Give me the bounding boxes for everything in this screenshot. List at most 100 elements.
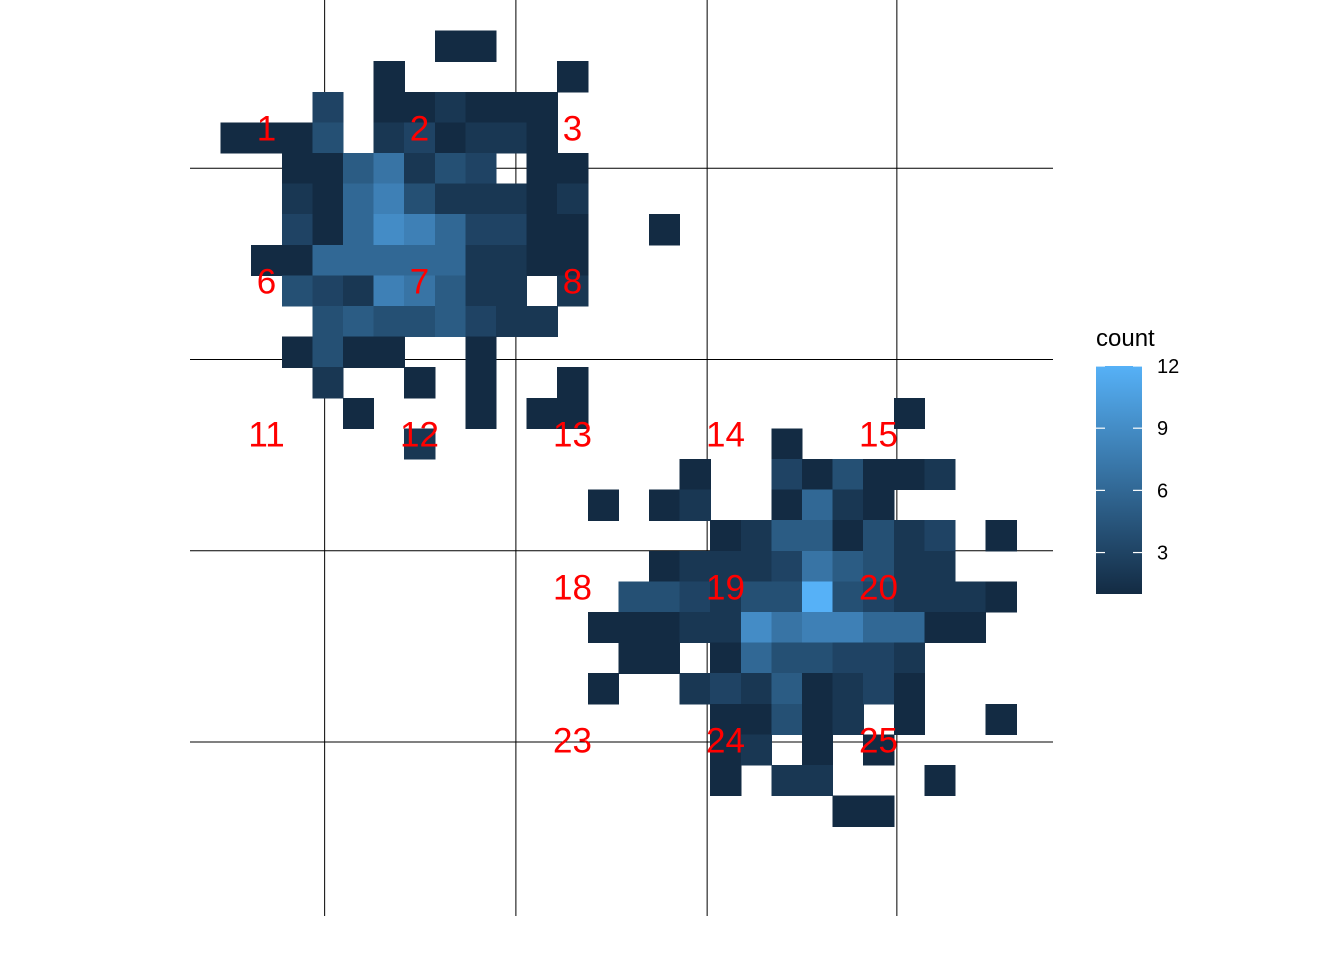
heatmap-cell — [802, 550, 834, 582]
heatmap-cell — [404, 367, 436, 399]
heatmap-cell — [557, 397, 589, 429]
cell-number-label: 7 — [410, 263, 429, 302]
heatmap-cell — [863, 581, 895, 613]
cell-number-label: 12 — [400, 416, 439, 455]
heatmap-cell — [312, 244, 344, 276]
heatmap-cell — [312, 183, 344, 215]
heatmap-cell — [343, 153, 375, 185]
heatmap-cell — [373, 153, 405, 185]
heatmap-cell — [771, 612, 803, 644]
heatmap-cell — [404, 153, 436, 185]
heatmap-cell — [465, 397, 497, 429]
heatmap-cell — [740, 734, 772, 766]
heatmap-cell — [343, 244, 375, 276]
heatmap-cell — [893, 642, 925, 674]
heatmap-cell — [679, 459, 711, 491]
cell-number-label: 3 — [563, 110, 582, 149]
legend-tick-label: 6 — [1157, 480, 1168, 502]
heatmap-cell — [924, 520, 956, 552]
heatmap-cell — [281, 244, 313, 276]
heatmap-cell — [863, 612, 895, 644]
heatmap-cell — [740, 612, 772, 644]
heatmap-cell — [496, 214, 528, 246]
heatmap-cell — [863, 642, 895, 674]
heatmap-cell — [771, 642, 803, 674]
heatmap-cell — [924, 612, 956, 644]
heatmap-cells — [220, 30, 1017, 827]
heatmap-cell — [618, 612, 650, 644]
heatmap-cell — [526, 183, 558, 215]
heatmap-cell — [771, 581, 803, 613]
heatmap-cell — [373, 336, 405, 368]
legend-tick-label: 9 — [1157, 418, 1168, 440]
heatmap-cell — [434, 275, 466, 307]
heatmap-cell — [373, 183, 405, 215]
heatmap-cell — [710, 520, 742, 552]
heatmap-cell — [557, 183, 589, 215]
heatmap-cell — [740, 550, 772, 582]
heatmap-cell — [465, 153, 497, 185]
heatmap-cell — [832, 642, 864, 674]
heatmap-cell — [496, 306, 528, 338]
heatmap-cell — [955, 581, 987, 613]
cell-number-label: 8 — [563, 263, 582, 302]
cell-number-label: 6 — [257, 263, 276, 302]
cell-number-label: 1 — [257, 110, 276, 149]
heatmap-cell — [465, 367, 497, 399]
heatmap-cell — [557, 367, 589, 399]
heatmap-cell — [649, 550, 681, 582]
heatmap-cell — [496, 275, 528, 307]
heatmap-cell — [404, 122, 436, 154]
heatmap-cell — [863, 550, 895, 582]
heatmap-cell — [465, 306, 497, 338]
heatmap-cell — [924, 459, 956, 491]
heatmap-cell — [649, 581, 681, 613]
heatmap-cell — [649, 489, 681, 521]
heatmap-cell — [251, 122, 283, 154]
heatmap-cell — [710, 765, 742, 797]
heatmap-cell — [281, 336, 313, 368]
legend-tick-label: 3 — [1157, 543, 1168, 565]
legend-title: count — [1096, 325, 1155, 352]
heatmap-cell — [679, 673, 711, 705]
legend-colorbar — [1096, 366, 1142, 594]
heatmap-cell — [863, 673, 895, 705]
heatmap-cell — [832, 673, 864, 705]
heatmap-cell — [924, 581, 956, 613]
heatmap-cell — [343, 397, 375, 429]
cell-number-label: 14 — [706, 416, 745, 455]
heatmap-cell — [710, 673, 742, 705]
heatmap-cell — [496, 244, 528, 276]
heatmap-cell — [618, 642, 650, 674]
heatmap-cell — [373, 61, 405, 93]
heatmap-cell — [924, 550, 956, 582]
heatmap-cell — [587, 489, 619, 521]
heatmap-cell — [802, 765, 834, 797]
heatmap-cell — [771, 459, 803, 491]
cell-number-label: 25 — [859, 722, 898, 761]
heatmap-cell — [373, 306, 405, 338]
heatmap-cell — [710, 642, 742, 674]
heatmap-cell — [618, 581, 650, 613]
heatmap-cell — [465, 122, 497, 154]
heatmap-cell — [343, 306, 375, 338]
heatmap-cell — [710, 734, 742, 766]
heatmap-cell — [404, 91, 436, 123]
cell-number-label: 24 — [706, 722, 745, 761]
heatmap-cell — [893, 459, 925, 491]
heatmap-cell — [802, 642, 834, 674]
heatmap-cell — [893, 397, 925, 429]
heatmap-cell — [496, 183, 528, 215]
heatmap-cell — [496, 122, 528, 154]
heatmap-cell — [312, 153, 344, 185]
heatmap-cell — [740, 581, 772, 613]
heatmap-cell — [312, 306, 344, 338]
heatmap-cell — [557, 61, 589, 93]
heatmap-cell — [679, 612, 711, 644]
cell-number-label: 20 — [859, 569, 898, 608]
heatmap-cell — [312, 214, 344, 246]
heatmap-cell — [802, 520, 834, 552]
heatmap-cell — [220, 122, 252, 154]
